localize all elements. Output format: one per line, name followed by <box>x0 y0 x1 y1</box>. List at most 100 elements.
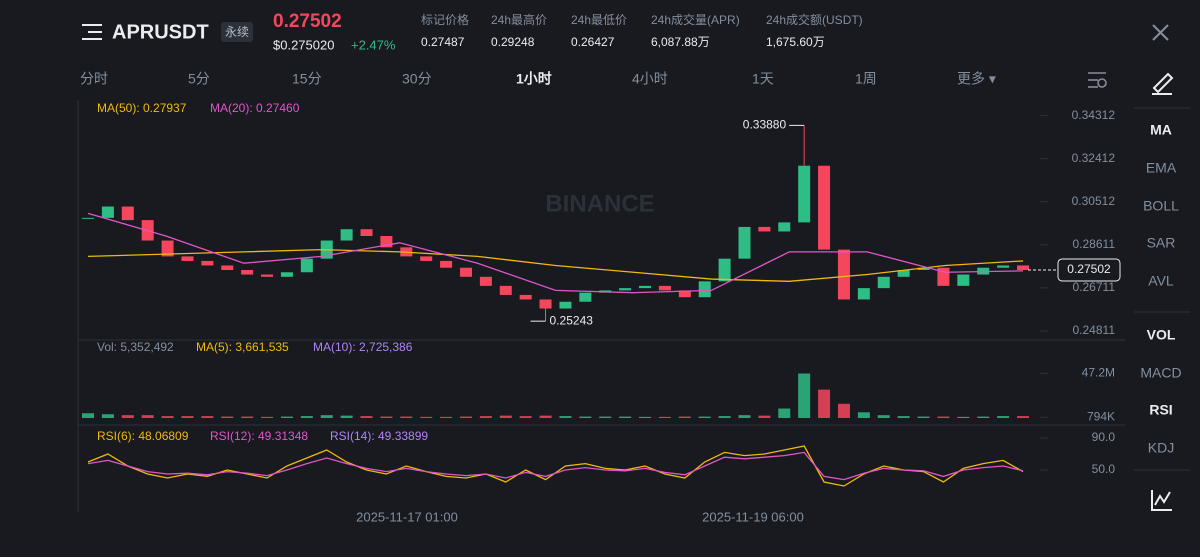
candle <box>459 267 472 277</box>
volume-bar <box>718 416 731 418</box>
candle <box>440 260 453 268</box>
stat-label: 标记价格 <box>421 12 469 27</box>
indicator-option[interactable]: VOL <box>1147 327 1176 343</box>
x-tick-label: 2025-11-17 01:00 <box>356 509 458 524</box>
rsi6-line <box>87 445 1024 487</box>
candle <box>997 265 1010 268</box>
volume-bar <box>599 416 612 418</box>
volume-bar <box>101 414 114 418</box>
indicator-option[interactable]: MA <box>1150 122 1172 138</box>
candle <box>837 249 850 300</box>
volume-bar <box>459 416 472 418</box>
candle <box>300 258 313 273</box>
volume-bar <box>658 416 671 418</box>
timeframe-tab[interactable]: 30分 <box>402 71 432 87</box>
volume-bar <box>201 416 214 418</box>
timeframe-tab[interactable]: 分时 <box>80 71 108 87</box>
candle <box>519 294 532 300</box>
indicator-option[interactable]: RSI <box>1149 402 1172 418</box>
extreme-label: 0.25243 <box>550 313 594 327</box>
x-tick-label: 2025-11-19 06:00 <box>702 509 804 524</box>
indicator-option[interactable]: MACD <box>1140 365 1181 381</box>
candle <box>718 258 731 282</box>
volume-bar <box>320 415 333 418</box>
volume-bar <box>857 412 870 418</box>
contract: 永续 <box>225 25 249 39</box>
volume-bar <box>519 416 532 418</box>
legend-entry: MA(20): 0.27460 <box>210 101 300 115</box>
volume-bar <box>639 416 652 418</box>
volume-bar <box>997 416 1010 418</box>
candle <box>241 270 254 275</box>
volume-bar <box>937 416 950 418</box>
stat-label: 24h成交量(APR) <box>651 12 740 27</box>
candle <box>619 288 632 291</box>
last-price-tag: 0.27502 <box>1067 262 1111 276</box>
candle <box>539 299 552 309</box>
draw-icon[interactable] <box>1152 72 1174 95</box>
stat-label: 24h最高价 <box>491 12 547 27</box>
candle <box>639 285 652 289</box>
menu-icon[interactable] <box>82 24 102 40</box>
volume-bar <box>440 416 453 418</box>
timeframe-tab[interactable]: 1周 <box>855 71 877 87</box>
y-tick-label: 0.28611 <box>1073 237 1116 251</box>
volume-bar <box>280 416 293 418</box>
candle <box>221 265 234 270</box>
ma20-line <box>87 212 1024 294</box>
volume-bar <box>977 416 990 418</box>
timeframe-tab[interactable]: 4小时 <box>632 71 668 87</box>
volume-bar <box>420 416 433 418</box>
timeframe-tab[interactable]: 更多 ▾ <box>957 71 996 87</box>
volume-bar <box>479 416 492 418</box>
indicator-icon[interactable] <box>1151 490 1172 511</box>
icon-circle <box>1097 78 1107 88</box>
contract-badge <box>221 22 253 42</box>
candle <box>340 229 353 241</box>
volume-bar <box>798 373 811 418</box>
candle <box>261 274 274 277</box>
volume-bar <box>82 413 94 418</box>
candle <box>957 274 970 286</box>
stat-value: 1,675.60万 <box>766 35 825 49</box>
volume-bar <box>678 416 691 418</box>
y-tick-label: 90.0 <box>1092 430 1116 444</box>
volume-bar <box>499 415 512 418</box>
candle <box>420 256 433 261</box>
indicator-option[interactable]: SAR <box>1147 235 1176 251</box>
candle <box>758 226 771 232</box>
legend-entry: RSI(6): 48.06809 <box>97 429 189 443</box>
indicator-option[interactable]: EMA <box>1146 160 1177 176</box>
close-icon[interactable] <box>1152 24 1169 41</box>
y-tick-label: 0.24811 <box>1073 323 1116 337</box>
volume-bar <box>698 416 711 418</box>
indicator-option[interactable]: KDJ <box>1148 440 1174 456</box>
symbol[interactable]: APRUSDT <box>112 21 209 43</box>
volume-bar <box>141 415 154 418</box>
settings-icon[interactable] <box>1088 72 1107 88</box>
timeframe-tab[interactable]: 5分 <box>188 71 210 87</box>
watermark: BINANCE <box>545 190 654 217</box>
candle <box>360 229 373 236</box>
indicator-option[interactable]: AVL <box>1148 273 1174 289</box>
candle <box>1017 265 1029 270</box>
indicator-option[interactable]: BOLL <box>1143 198 1179 214</box>
close-line <box>1152 24 1169 41</box>
stat-label: 24h成交额(USDT) <box>766 12 863 27</box>
y-tick-label: 794K <box>1087 409 1115 423</box>
price: 0.27502 <box>273 11 342 32</box>
volume-bar <box>818 389 831 418</box>
legend-entry: MA(50): 0.27937 <box>97 101 187 115</box>
timeframe-tab[interactable]: 1小时 <box>516 71 552 87</box>
legend-entry: MA(10): 2,725,386 <box>313 340 413 354</box>
volume-bar <box>181 416 194 418</box>
volume-bar <box>579 416 592 418</box>
timeframe-tab[interactable]: 1天 <box>752 71 774 87</box>
candle <box>877 276 890 289</box>
timeframe-tab[interactable]: 15分 <box>292 71 322 87</box>
volume-bar <box>957 416 970 418</box>
volume-bar <box>539 415 552 418</box>
rsi12-line <box>87 451 1024 481</box>
candle <box>82 217 94 219</box>
